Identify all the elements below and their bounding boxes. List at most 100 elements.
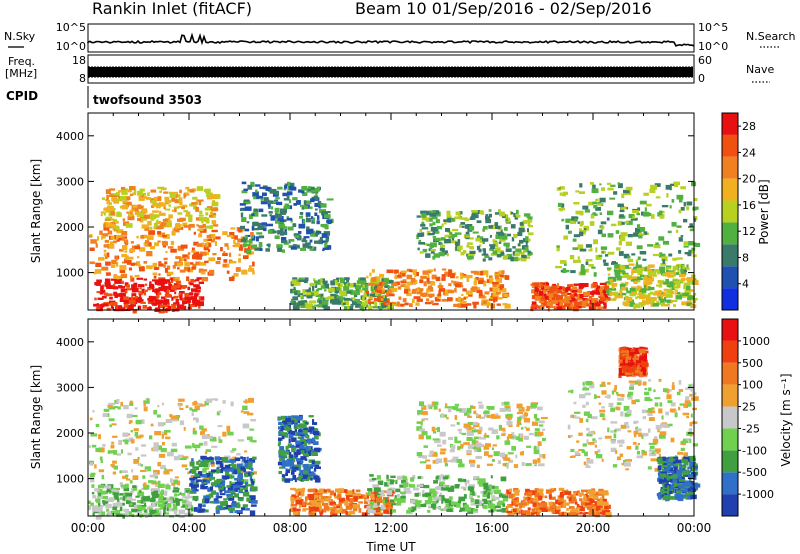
echo-cell [686,277,691,282]
echo-cell [211,239,215,243]
echo-cell [524,435,529,440]
echo-cell [290,444,295,448]
echo-cell [108,402,115,406]
echo-cell [314,477,321,483]
echo-cell [426,217,433,222]
echo-cell [226,429,231,433]
echo-cell [400,284,407,288]
echo-cell [248,467,254,470]
echo-cell [126,413,133,419]
echo-cell [546,293,553,297]
echo-cell [278,426,282,430]
echo-cell [163,236,170,239]
echo-cell [191,250,196,253]
echo-cell [189,189,195,193]
echo-cell [153,267,159,270]
echo-cell [548,501,553,506]
echo-cell [126,478,131,481]
echo-cell [555,509,561,512]
echo-cell [334,496,340,499]
echo-cell [92,444,97,448]
echo-cell [140,235,145,239]
echo-cell [390,479,394,485]
echo-cell [216,468,220,474]
echo-cell [472,421,478,426]
echo-cell [676,283,681,289]
echo-cell [635,227,642,233]
echo-cell [566,496,569,499]
echo-cell [499,237,506,242]
echo-cell [173,479,179,485]
echo-cell [314,240,319,244]
echo-cell [141,224,148,229]
echo-cell [89,235,93,238]
echo-cell [241,217,247,222]
echo-cell [278,439,281,445]
echo-cell [491,485,495,490]
echo-cell [661,302,665,307]
echo-cell [373,502,378,506]
echo-cell [636,285,641,290]
echo-cell [206,435,213,439]
echo-cell [95,262,102,267]
echo-cell [299,423,307,429]
echo-cell [90,462,93,466]
echo-cell [201,435,208,440]
echo-cell [482,239,485,244]
echo-cell [666,283,674,288]
echo-cell [651,298,655,304]
echo-cell [623,272,629,275]
echo-cell [598,254,603,257]
cpid-value: twofsound 3503 [93,93,202,107]
echo-cell [99,304,103,309]
echo-cell [111,489,117,492]
echo-cell [257,222,262,228]
echo-cell [451,234,458,237]
echo-cell [390,475,396,478]
echo-cell [143,402,146,407]
echo-cell [673,266,678,271]
echo-cell [164,268,169,273]
echo-cell [228,507,235,511]
echo-cell [492,242,499,247]
echo-cell [133,282,138,288]
echo-cell [193,507,200,512]
echo-cell [148,295,152,301]
echo-cell [449,449,455,453]
echo-cell [155,292,160,296]
echo-cell [166,234,170,237]
echo-cell [571,216,578,222]
echo-cell [502,429,506,433]
echo-cell [219,501,227,507]
echo-cell [476,414,481,419]
echo-cell [357,301,363,306]
echo-cell [621,193,625,199]
echo-cell [224,468,232,472]
echo-cell [384,502,389,506]
echo-cell [394,269,399,274]
echo-cell [525,463,532,466]
echo-cell [577,256,580,261]
echo-cell [190,296,198,301]
echo-cell [625,241,632,246]
echo-cell [159,212,166,216]
echo-cell [623,274,629,278]
echo-cell [295,458,303,462]
echo-cell [300,491,304,497]
echo-cell [215,236,221,240]
echo-cell [152,289,156,293]
echo-cell [673,304,676,307]
echo-cell [483,411,487,414]
echo-cell [483,445,488,449]
echo-cell [89,234,93,237]
echo-cell [173,487,179,490]
echo-cell [413,296,421,299]
echo-cell [624,221,629,224]
echo-cell [231,465,237,469]
echo-cell [109,297,112,300]
echo-cell [241,461,244,465]
echo-cell [183,225,190,228]
echo-cell [460,222,466,225]
echo-cell [637,279,641,283]
